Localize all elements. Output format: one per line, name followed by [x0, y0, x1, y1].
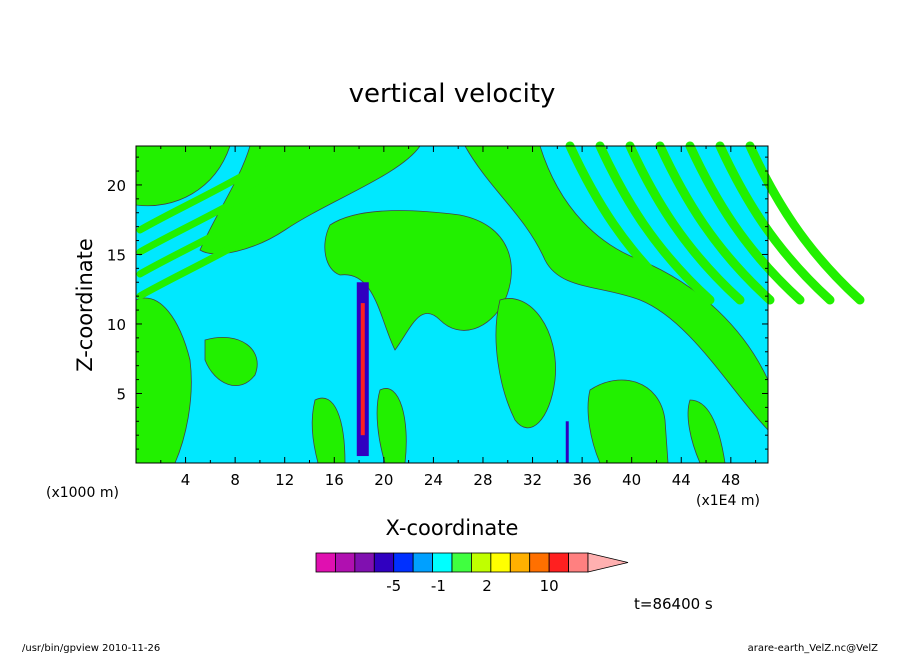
x-tick-label: 44: [672, 471, 691, 489]
colorbar-label: -1: [431, 577, 446, 595]
colorbar-arrow: [587, 552, 629, 573]
contour-band: [685, 141, 805, 305]
x-tick-label: 32: [523, 471, 542, 489]
colorbar-label: -5: [386, 577, 401, 595]
x-tick-label: 40: [622, 471, 641, 489]
contour-fill: [204, 337, 258, 386]
colorbar-segment: [432, 552, 453, 573]
colorbar-segment: [373, 552, 395, 573]
colorbar-segment: [335, 552, 356, 573]
plot-frame: [135, 145, 769, 464]
contour-fills: [135, 141, 865, 464]
colorbar-label: 2: [482, 577, 492, 595]
contour-fill: [495, 298, 556, 429]
y-tick-label: 15: [107, 246, 126, 264]
colorbar-segment: [451, 552, 472, 573]
updraft-column: [565, 421, 569, 463]
x-tick-label: 24: [424, 471, 443, 489]
contour-band: [715, 141, 835, 305]
plot-area: [135, 141, 865, 464]
colorbar-segment: [471, 552, 492, 573]
footer-left: /usr/bin/gpview 2010-11-26: [22, 643, 160, 654]
contour-fill: [135, 297, 192, 464]
footer-right: arare-earth_VelZ.nc@VelZ: [748, 643, 879, 654]
contour-band: [565, 141, 685, 305]
x-unit-right: (x1E4 m): [696, 493, 760, 509]
x-unit-left: (x1000 m): [46, 485, 119, 501]
colorbar-segment: [393, 552, 414, 573]
chart-title: vertical velocity: [349, 79, 556, 109]
colorbar-segment: [354, 552, 375, 573]
contour-fill: [464, 145, 769, 432]
x-tick-label: 36: [573, 471, 592, 489]
contour-band: [136, 178, 274, 256]
contour-band: [745, 141, 865, 305]
x-tick-label: 28: [473, 471, 492, 489]
y-tick-label: 5: [116, 385, 126, 403]
colorbar-segment: [548, 552, 569, 573]
x-tick-label: 4: [181, 471, 191, 489]
contour-band: [136, 222, 274, 300]
contour-fill: [199, 145, 421, 255]
colorbar-segment: [412, 552, 433, 573]
y-tick-label: 20: [107, 177, 126, 195]
updraft-core: [360, 303, 365, 436]
colorbar-segment: [529, 552, 550, 573]
contour-fill: [135, 145, 231, 207]
contour-band: [625, 141, 745, 305]
contour-band: [136, 156, 274, 234]
x-axis-label: X-coordinate: [386, 516, 519, 540]
x-axis-ticks: 4 8 12 16 20 24 28 32 36 40 44 48: [160, 146, 757, 489]
y-axis-ticks: 5 10 15 20: [107, 156, 768, 450]
contour-fill: [587, 379, 669, 464]
colorbar-segment: [315, 552, 336, 573]
colorbar-segment: [509, 552, 531, 573]
colorbar: [315, 552, 629, 573]
contour-band: [655, 141, 775, 305]
colorbar-segment: [490, 552, 511, 573]
colorbar-labels: -5 -1 2 10: [386, 577, 558, 595]
x-tick-label: 8: [230, 471, 240, 489]
time-label: t=86400 s: [634, 595, 713, 613]
contour-fill: [324, 210, 512, 351]
x-tick-label: 20: [374, 471, 393, 489]
colorbar-segment: [568, 552, 589, 573]
colorbar-label: 10: [540, 577, 559, 595]
y-axis-label: Z-coordinate: [73, 238, 97, 372]
x-tick-label: 48: [721, 471, 740, 489]
y-tick-label: 10: [107, 316, 126, 334]
x-tick-label: 12: [275, 471, 294, 489]
x-tick-label: 16: [325, 471, 344, 489]
contour-band: [136, 200, 274, 278]
contour-band: [595, 141, 715, 305]
